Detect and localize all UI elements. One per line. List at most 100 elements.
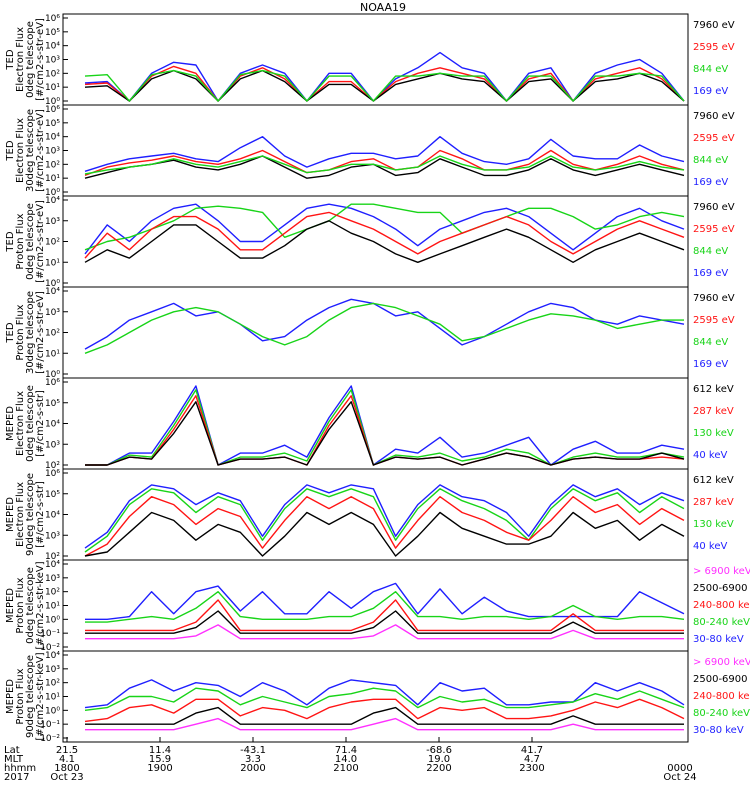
panel-3: 10⁰ 10¹ 10² 10³ 10⁴ TED Proton Flux 0deg telesc… xyxy=(5,195,735,289)
series-trace xyxy=(85,395,685,466)
ephemeris-value: 4.7 xyxy=(524,754,540,765)
series-trace xyxy=(85,389,685,466)
y-axis-label-line: Electron Flux xyxy=(15,118,26,183)
y-tick-label: 10⁰ xyxy=(45,279,60,289)
y-axis-label-line: 0deg telescope xyxy=(25,385,36,462)
legend-entry: 2595 eV xyxy=(693,315,735,326)
y-axis-label-line: [#/cm2-s-str-eV] xyxy=(35,109,46,192)
legend-entry: > 6900 keV xyxy=(693,657,750,668)
legend-entry: 844 eV xyxy=(693,155,728,166)
ephemeris-value: 15.9 xyxy=(149,754,171,765)
legend-entry: 844 eV xyxy=(693,337,728,348)
series-trace xyxy=(85,610,684,634)
series-trace xyxy=(85,582,685,620)
y-tick-label: 10³ xyxy=(45,56,60,66)
ephemeris-value: Oct 24 xyxy=(663,772,696,783)
y-tick-label: 10² xyxy=(45,552,60,562)
y-tick-label: 10³ xyxy=(45,665,60,675)
y-tick-label: 10⁰ xyxy=(45,615,60,625)
y-tick-label: 10¹ xyxy=(45,258,60,268)
series-trace xyxy=(84,149,685,177)
legend-entry: 130 keV xyxy=(693,519,734,530)
series-trace xyxy=(84,69,685,102)
legend-entry: 287 keV xyxy=(693,497,734,508)
y-tick-label: 10³ xyxy=(45,440,60,450)
ephemeris-value: 1900 xyxy=(147,763,172,774)
y-tick-label: 10¹ xyxy=(45,602,60,612)
ephemeris-value: 14.0 xyxy=(335,754,357,765)
y-axis-label-line: MEPED xyxy=(5,588,16,623)
y-tick-label: 10¹ xyxy=(45,83,60,93)
y-tick-label: 10⁶ xyxy=(45,378,60,388)
ephemeris-value: 2100 xyxy=(333,763,358,774)
y-axis-label-line: [#/cm2-s-str-keV] xyxy=(35,652,46,740)
panel-frame xyxy=(62,559,689,652)
y-axis-label-line: 90deg telescope xyxy=(25,473,36,556)
series-trace xyxy=(85,401,685,466)
panel-4: 10⁰ 10¹ 10² 10³ 10⁴ TED Proton Flux 30deg teles… xyxy=(5,286,735,380)
y-tick-label: 10⁻² xyxy=(40,643,60,653)
y-tick-label: 10⁵ xyxy=(45,119,60,129)
panel-5: 10² 10³ 10⁴ 10⁵ 10⁶ MEPED Electron Flux 0deg te… xyxy=(5,377,734,471)
y-tick-label: 10² xyxy=(45,238,60,248)
series-trace xyxy=(85,624,684,640)
y-axis-label-line: TED xyxy=(5,231,16,252)
y-axis-label-line: Proton Flux xyxy=(15,213,26,269)
ephemeris-row-label: hhmm xyxy=(4,763,36,774)
ephemeris-row-label: 2017 xyxy=(4,772,29,783)
ephemeris-value: 2200 xyxy=(426,763,451,774)
y-axis-label-line: Proton Flux xyxy=(15,668,26,724)
legend-entry: 169 eV xyxy=(693,268,728,279)
y-tick-label: 10² xyxy=(45,679,60,689)
y-axis-label-line: Proton Flux xyxy=(15,304,26,360)
y-axis-label-line: TED xyxy=(5,49,16,70)
legend-entry: 612 keV xyxy=(693,475,734,486)
legend-entry: 2595 eV xyxy=(693,224,735,235)
ephemeris-value: 0000 xyxy=(667,763,692,774)
y-tick-label: 10⁵ xyxy=(45,490,60,500)
series-trace xyxy=(85,717,684,731)
series-trace xyxy=(85,706,684,725)
series-trace xyxy=(84,211,685,259)
ephemeris-value: 2000 xyxy=(240,763,265,774)
legend-entry: 844 eV xyxy=(693,64,728,75)
series-trace xyxy=(84,155,685,179)
legend-entry: 80-240 keV xyxy=(693,708,750,719)
y-tick-label: 10⁴ xyxy=(45,133,60,143)
panel-frame xyxy=(62,286,689,379)
series-trace xyxy=(84,203,685,251)
y-axis-label-line: MEPED xyxy=(5,406,16,441)
legend-entry: 240-800 ke xyxy=(693,600,750,611)
y-axis-label-line: TED xyxy=(5,140,16,161)
y-axis-label-line: [#/cm2-s-str] xyxy=(35,390,46,457)
panel-8: 10⁻² 10⁻¹ 10⁰ 10¹ 10² 10³ 10⁴ MEPED Proton Flux 9… xyxy=(5,650,750,744)
series-trace xyxy=(84,511,685,557)
y-axis-label-line: 30deg telescope xyxy=(25,291,36,374)
series-trace xyxy=(84,687,685,711)
series-trace xyxy=(84,679,685,709)
panel-6: 10² 10³ 10⁴ 10⁵ 10⁶ MEPED Electron Flux 90deg t… xyxy=(5,468,734,562)
legend-entry: 7960 eV xyxy=(693,293,735,304)
panel-2: 10⁰ 10¹ 10² 10³ 10⁴ 10⁵ 10⁶ TED Electron Flux 30d… xyxy=(5,104,735,198)
panel-1: 10⁰ 10¹ 10² 10³ 10⁴ 10⁵ 10⁶ TED Electron Flux 0de… xyxy=(5,13,735,107)
y-tick-label: 10³ xyxy=(45,217,60,227)
ephemeris-value: 1800 xyxy=(54,763,79,774)
y-axis-label-line: [#/cm2-s-str-eV] xyxy=(35,18,46,101)
y-tick-label: 10⁴ xyxy=(45,287,60,297)
y-tick-label: 10⁰ xyxy=(45,706,60,716)
chart-title: NOAA19 xyxy=(360,1,406,14)
series-trace xyxy=(84,135,685,172)
legend-entry: 2595 eV xyxy=(693,42,735,53)
y-tick-label: 10⁰ xyxy=(45,188,60,198)
y-axis-label-line: 0deg telescope xyxy=(25,567,36,644)
legend-entry: 2595 eV xyxy=(693,133,735,144)
series-trace xyxy=(84,488,685,553)
ephemeris-value: 2300 xyxy=(519,763,544,774)
legend-entry: 30-80 keV xyxy=(693,725,744,736)
y-tick-label: 10⁶ xyxy=(45,469,60,479)
series-trace xyxy=(84,203,685,255)
y-tick-label: 10² xyxy=(45,461,60,471)
series-trace xyxy=(84,496,685,557)
y-tick-label: 10⁶ xyxy=(45,105,60,115)
y-tick-label: 10² xyxy=(45,588,60,598)
